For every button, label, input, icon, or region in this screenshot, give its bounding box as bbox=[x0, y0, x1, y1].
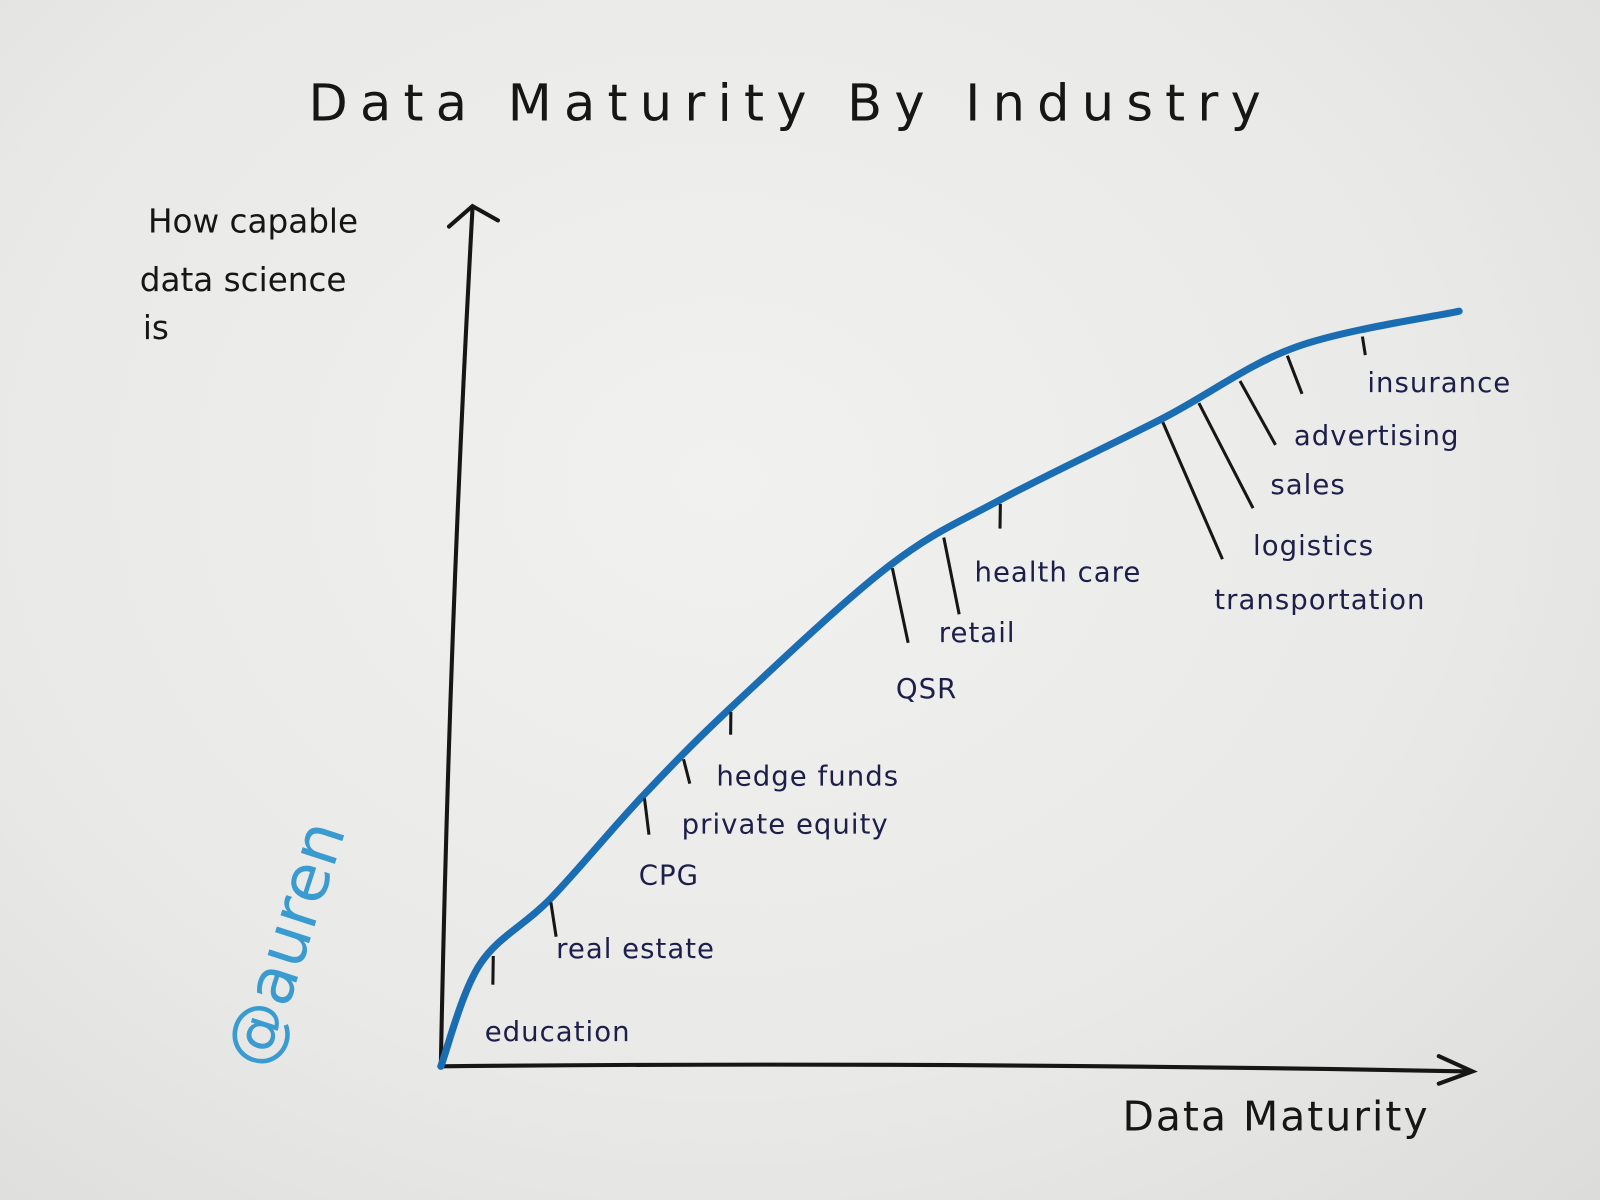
curve-layer bbox=[437, 307, 1463, 1070]
annotation-tick bbox=[1360, 336, 1367, 356]
annotation-education: education bbox=[485, 955, 631, 1048]
y-axis-label: How capable data science is bbox=[140, 203, 358, 347]
annotation-label: advertising bbox=[1294, 420, 1460, 452]
annotation-layer: education real estate CPG private equity hed… bbox=[485, 336, 1511, 1048]
annotation-real-estate: real estate bbox=[549, 902, 715, 965]
annotation-label: real estate bbox=[556, 933, 715, 965]
annotation-label: retail bbox=[939, 617, 1016, 649]
annotation-label: insurance bbox=[1367, 367, 1511, 399]
annotation-tick bbox=[682, 758, 692, 785]
annotation-label: education bbox=[485, 1016, 631, 1048]
annotation-tick bbox=[549, 902, 558, 937]
annotation-label: logistics bbox=[1253, 530, 1374, 562]
annotation-sales: sales bbox=[1238, 380, 1345, 501]
y-axis-arrowhead bbox=[446, 203, 500, 229]
annotation-hedge-funds: hedge funds bbox=[716, 711, 899, 793]
annotation-tick bbox=[1285, 355, 1304, 395]
axes bbox=[438, 203, 1478, 1086]
annotation-label: CPG bbox=[639, 860, 699, 892]
y-axis-label-line: data science bbox=[140, 261, 347, 299]
annotation-insurance: insurance bbox=[1360, 336, 1511, 399]
x-axis bbox=[438, 1062, 1472, 1074]
annotation-label: transportation bbox=[1214, 584, 1425, 616]
chart-title: Data Maturity By Industry bbox=[309, 74, 1274, 133]
annotation-tick bbox=[1238, 380, 1277, 446]
annotation-label: QSR bbox=[896, 673, 957, 705]
annotation-label: hedge funds bbox=[716, 761, 899, 793]
annotation-retail: retail bbox=[939, 537, 1016, 649]
annotation-advertising: advertising bbox=[1285, 355, 1460, 452]
annotation-private-equity: private equity bbox=[682, 758, 889, 841]
annotation-tick bbox=[642, 798, 651, 835]
signature: @auren bbox=[210, 812, 361, 1077]
maturity-curve bbox=[437, 307, 1463, 1070]
y-axis-label-line: How capable bbox=[148, 203, 358, 241]
annotation-health-care: health care bbox=[974, 503, 1141, 589]
x-axis-arrowhead bbox=[1436, 1054, 1478, 1086]
y-axis bbox=[438, 207, 475, 1069]
annotation-CPG: CPG bbox=[639, 798, 699, 892]
annotation-label: health care bbox=[974, 557, 1141, 589]
annotation-QSR: QSR bbox=[890, 567, 957, 705]
annotation-tick bbox=[1197, 402, 1255, 509]
annotation-label: sales bbox=[1270, 469, 1345, 501]
x-axis-label: Data Maturity bbox=[1122, 1093, 1429, 1141]
annotation-transportation: transportation bbox=[1161, 421, 1425, 616]
annotation-tick bbox=[890, 567, 910, 644]
annotation-label: private equity bbox=[682, 809, 889, 841]
annotation-tick bbox=[942, 537, 961, 615]
y-axis-label-line: is bbox=[143, 309, 169, 347]
annotation-tick bbox=[1161, 421, 1224, 560]
annotation-logistics: logistics bbox=[1197, 402, 1374, 562]
